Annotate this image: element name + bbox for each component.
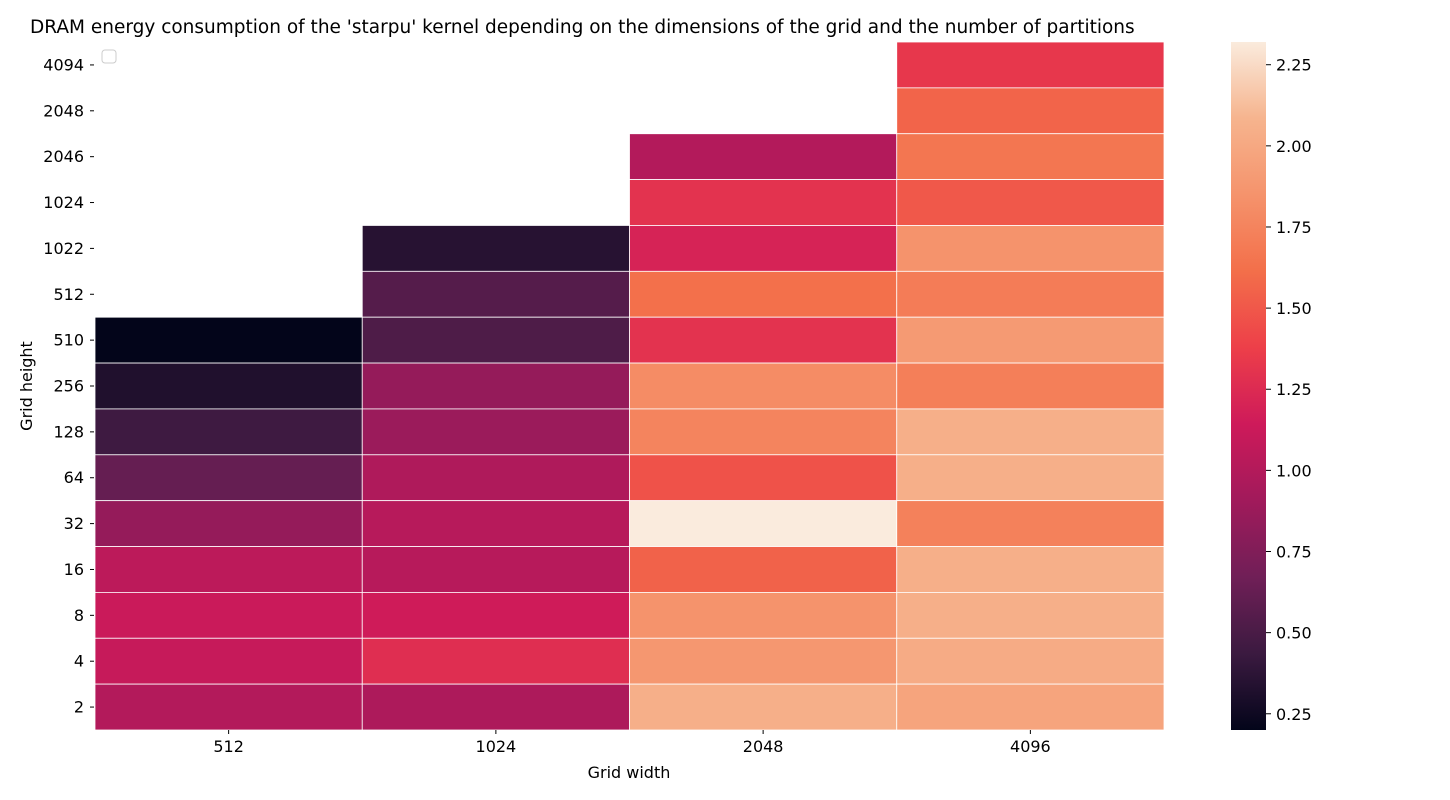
x-axis-label: Grid width: [588, 763, 671, 782]
heatmap-cell: [361, 546, 630, 593]
heatmap-cell: [896, 41, 1165, 89]
y-tick-label: 128: [53, 422, 84, 441]
y-tick-label: 8: [74, 606, 84, 625]
chart-title: DRAM energy consumption of the 'starpu' …: [30, 17, 1135, 38]
heatmap-cell: [629, 270, 898, 318]
heatmap-cell: [629, 546, 898, 593]
heatmap-cell: [94, 637, 363, 685]
colorbar-tick-label: 0.50: [1276, 624, 1312, 643]
y-tick-label: 1022: [43, 239, 84, 258]
heatmap-cell: [896, 179, 1165, 226]
heatmap-cell: [629, 454, 898, 502]
y-axis-label: Grid height: [17, 341, 36, 431]
heatmap-cell: [896, 270, 1165, 318]
x-tick-label: 2048: [743, 737, 784, 756]
heatmap-cell: [896, 225, 1165, 272]
heatmap-cell: [629, 133, 898, 181]
colorbar-tick-label: 2.00: [1276, 137, 1312, 156]
colorbar: [1231, 42, 1266, 730]
heatmap-cell: [896, 87, 1165, 135]
heatmap-cell: [94, 408, 363, 456]
heatmap-cell: [896, 408, 1165, 456]
y-tick-label: 2048: [43, 101, 84, 120]
colorbar-tick-label: 1.25: [1276, 380, 1312, 399]
y-tick-label: 1024: [43, 193, 84, 212]
y-axis-ticks: 4094 2048 2046 1024 1022 512 510 256 128 64 32 16 8 4…: [43, 55, 94, 717]
colorbar-tick-label: 1.00: [1276, 461, 1312, 480]
y-tick-label: 510: [53, 331, 84, 350]
x-tick-label: 4096: [1010, 737, 1051, 756]
heatmap-cell: [361, 362, 630, 410]
heatmap-cell: [629, 316, 898, 364]
y-tick-label: 4094: [43, 55, 84, 74]
heatmap-cell: [361, 225, 630, 272]
heatmap-cell: [361, 454, 630, 502]
heatmap-cell: [94, 500, 363, 547]
heatmap-cell: [896, 637, 1165, 685]
heatmap-cell: [361, 592, 630, 639]
colorbar-tick-label: 2.25: [1276, 56, 1312, 75]
x-axis-ticks: 512 1024 2048 4096: [213, 730, 1051, 756]
heatmap-cell: [629, 225, 898, 272]
heatmap-cell: [361, 683, 630, 731]
colorbar-tick-label: 1.50: [1276, 299, 1312, 318]
y-tick-label: 2: [74, 698, 84, 717]
heatmap-cell: [361, 270, 630, 318]
heatmap-cells: [94, 41, 1165, 731]
heatmap-cell: [896, 546, 1165, 593]
y-tick-label: 32: [64, 514, 84, 533]
heatmap-cell: [629, 637, 898, 685]
heatmap-cell: [896, 454, 1165, 502]
heatmap-cell: [896, 362, 1165, 410]
y-tick-label: 2046: [43, 147, 84, 166]
heatmap-cell: [94, 592, 363, 639]
x-tick-label: 1024: [476, 737, 517, 756]
heatmap-cell: [629, 408, 898, 456]
x-tick-label: 512: [213, 737, 244, 756]
colorbar-tick-label: 0.75: [1276, 543, 1312, 562]
heatmap-cell: [361, 316, 630, 364]
heatmap-cell: [629, 179, 898, 226]
heatmap-cell: [896, 133, 1165, 181]
heatmap-cell: [629, 683, 898, 731]
heatmap-cell: [94, 546, 363, 593]
y-tick-label: 16: [64, 560, 84, 579]
heatmap-cell: [896, 592, 1165, 639]
colorbar-tick-label: 0.25: [1276, 705, 1312, 724]
legend-box: [101, 49, 117, 64]
heatmap-cell: [94, 316, 363, 364]
y-tick-label: 4: [74, 652, 84, 671]
colorbar-tick-label: 1.75: [1276, 218, 1312, 237]
y-tick-label: 512: [53, 285, 84, 304]
heatmap-cell: [94, 683, 363, 731]
heatmap-cell: [361, 408, 630, 456]
heatmap-cell: [896, 683, 1165, 731]
heatmap-cell: [629, 362, 898, 410]
heatmap-cell: [94, 362, 363, 410]
heatmap-cell: [896, 316, 1165, 364]
colorbar-ticks: 0.25 0.50 0.75 1.00 1.25 1.50 1.75 2.00 2.25: [1266, 56, 1312, 724]
heatmap-cell: [361, 637, 630, 685]
heatmap-cell: [896, 500, 1165, 547]
heatmap-cell: [629, 500, 898, 547]
heatmap-cell: [361, 500, 630, 547]
heatmap-cell: [94, 454, 363, 502]
heatmap-cell: [629, 592, 898, 639]
y-tick-label: 64: [64, 468, 84, 487]
y-tick-label: 256: [53, 377, 84, 396]
